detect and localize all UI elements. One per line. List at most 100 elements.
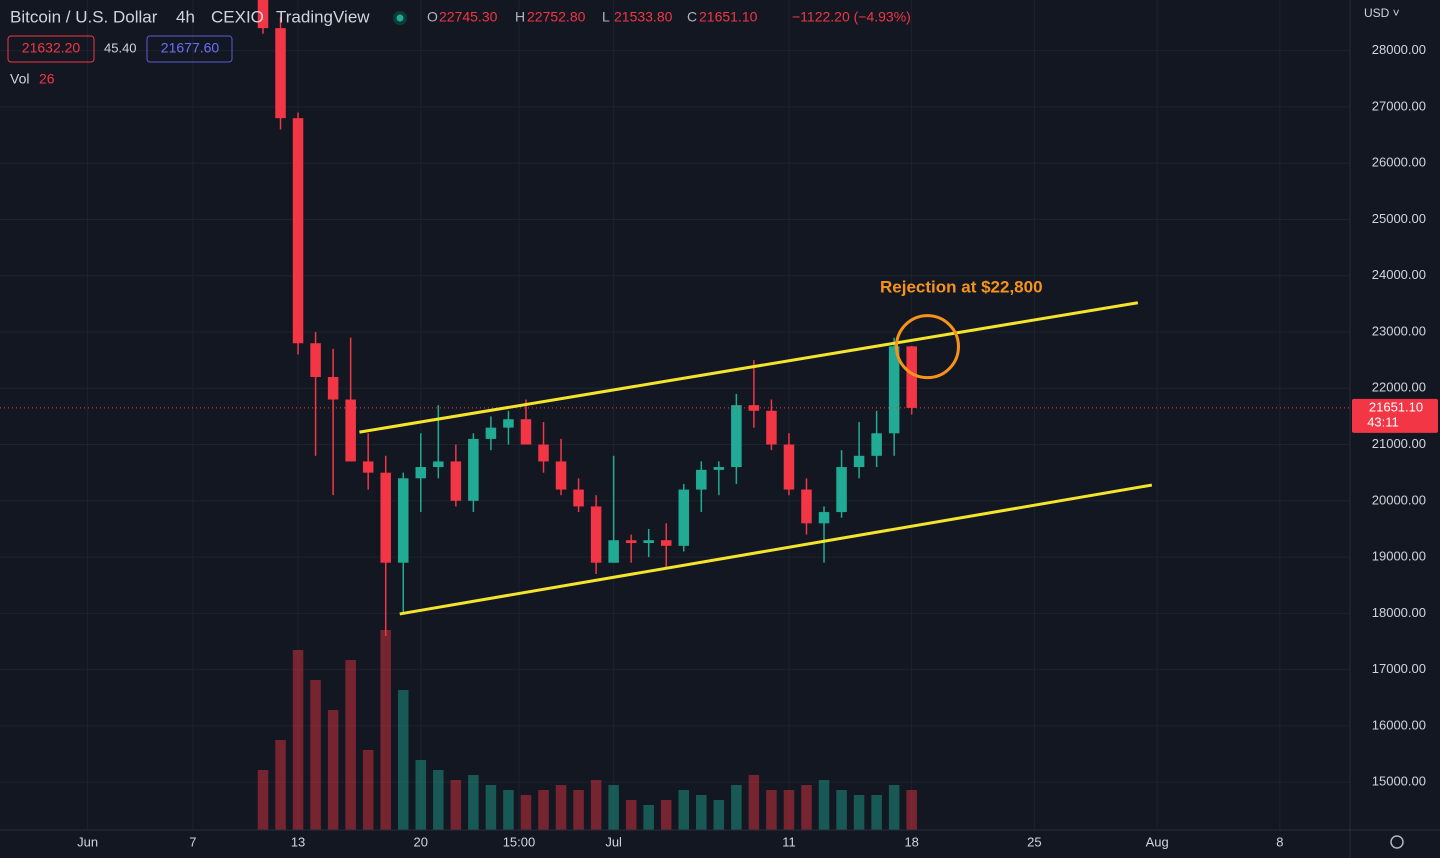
volume-bar xyxy=(520,795,532,830)
volume-bar xyxy=(871,795,882,830)
y-tick-label: 24000.00 xyxy=(1372,267,1426,282)
volume-bar xyxy=(660,800,672,830)
volume-bar xyxy=(783,790,795,830)
drawings-layer: Rejection at $22,800 xyxy=(0,277,1350,616)
candle-body xyxy=(397,478,409,563)
volume-bar xyxy=(310,680,321,830)
candle-body xyxy=(573,489,584,507)
candle-body xyxy=(327,377,339,400)
header: Bitcoin / U.S. Dollar 4h CEXIO TradingVi… xyxy=(7,6,1400,87)
y-tick-label: 18000.00 xyxy=(1372,605,1426,620)
volume-value: 26 xyxy=(39,71,55,87)
volume-bar xyxy=(801,785,812,830)
volume-bar xyxy=(275,740,286,830)
y-tick-label: 25000.00 xyxy=(1372,211,1426,226)
ohlc-value: 22745.30 xyxy=(439,9,498,25)
volume-bar xyxy=(433,770,444,830)
candle-body xyxy=(433,461,444,468)
trendline xyxy=(399,483,1153,616)
bid-box xyxy=(7,35,95,63)
candle-body xyxy=(696,469,707,490)
volume-bar xyxy=(906,790,917,830)
volume-bar xyxy=(731,785,742,830)
candle-body xyxy=(906,346,917,408)
y-tick-label: 27000.00 xyxy=(1372,98,1426,113)
candle-body xyxy=(468,438,479,501)
y-tick-label: 16000.00 xyxy=(1372,717,1426,732)
volume-bar xyxy=(468,775,479,830)
volume-label: Vol xyxy=(10,71,29,87)
candle-body xyxy=(748,405,760,411)
currency-selector[interactable]: USD ˅ xyxy=(1364,6,1400,20)
volume-bar xyxy=(766,790,777,830)
candle-body xyxy=(590,506,602,563)
volume-bar xyxy=(608,785,619,830)
volume-bar xyxy=(485,785,497,830)
rejection-circle xyxy=(894,314,960,380)
x-tick-label: 20 xyxy=(414,834,428,849)
candle-body xyxy=(888,346,900,434)
ohlc-value: 21651.10 xyxy=(699,9,758,25)
volume-bar xyxy=(415,760,427,830)
candle-body xyxy=(292,118,304,344)
candle-body xyxy=(783,444,795,490)
volume-bar xyxy=(292,650,304,830)
candle-body xyxy=(380,472,391,563)
volume-bar xyxy=(345,660,356,830)
volume-bar xyxy=(888,785,900,830)
volume-bar xyxy=(748,775,760,830)
candle-body xyxy=(713,467,725,470)
ohlc-key: H xyxy=(515,9,525,25)
volume-bar xyxy=(713,800,725,830)
countdown: 43:11 xyxy=(1367,414,1399,429)
candle-body xyxy=(731,405,742,468)
candle-body xyxy=(275,28,286,119)
x-tick-label: Jun xyxy=(77,834,98,849)
volume-bar xyxy=(327,710,339,830)
trendline xyxy=(359,301,1139,434)
settings-button[interactable] xyxy=(1390,835,1404,849)
volume-bar xyxy=(503,790,514,830)
candle-body xyxy=(608,540,619,563)
volume-bar xyxy=(380,630,391,830)
candle-body xyxy=(678,489,690,546)
candle-body xyxy=(801,489,812,524)
exchange: CEXIO xyxy=(211,7,264,26)
y-tick-label: 15000.00 xyxy=(1372,774,1426,789)
bid-price: 21632.20 xyxy=(22,40,81,56)
interval[interactable]: 4h xyxy=(176,7,195,26)
volume-bar xyxy=(818,780,830,830)
last-price-tag xyxy=(1352,398,1438,433)
y-tick-label: 20000.00 xyxy=(1372,492,1426,507)
y-tick-label: 21000.00 xyxy=(1372,436,1426,451)
y-tick-label: 19000.00 xyxy=(1372,549,1426,564)
candle-body xyxy=(660,540,672,546)
ohlc-value: 22752.80 xyxy=(527,9,586,25)
candle-body xyxy=(362,461,374,473)
symbol-name[interactable]: Bitcoin / U.S. Dollar xyxy=(10,7,158,26)
x-tick-label: 11 xyxy=(782,834,796,849)
x-tick-label: Aug xyxy=(1146,834,1169,849)
x-tick-label: 15:00 xyxy=(503,834,536,849)
y-tick-label: 28000.00 xyxy=(1372,42,1426,57)
volume-bar xyxy=(678,790,690,830)
candle-body xyxy=(766,410,777,445)
spread: 45.40 xyxy=(104,40,137,55)
last-price-label: 21651.10 xyxy=(1369,399,1423,414)
x-tick-label: Jul xyxy=(605,834,622,849)
x-tick-label: 8 xyxy=(1276,834,1283,849)
x-tick-label: 18 xyxy=(904,834,918,849)
candle-body xyxy=(625,540,637,544)
candle-body xyxy=(643,540,654,544)
candle-body xyxy=(818,512,830,524)
market-status-dot xyxy=(396,14,404,22)
ohlc-key: C xyxy=(687,9,697,25)
volume-bar xyxy=(538,790,549,830)
volume-bar xyxy=(625,800,637,830)
candle-body xyxy=(538,444,549,462)
volume-bar xyxy=(836,790,847,830)
candle-body xyxy=(520,419,532,445)
